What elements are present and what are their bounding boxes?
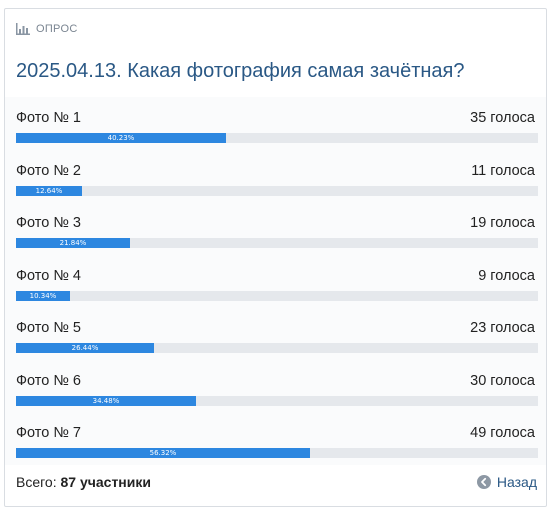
- poll-option-percent: 56.32%: [149, 449, 177, 457]
- poll-title: 2025.04.13. Какая фотография самая зачёт…: [16, 60, 465, 82]
- poll-option-name: Фото № 6: [16, 372, 81, 389]
- poll-option-bar-track: 26.44%: [16, 343, 538, 353]
- poll-footer: Всего: 87 участники Назад: [16, 474, 537, 490]
- poll-option-bar-track: 12.64%: [16, 185, 538, 196]
- poll-option-bar-fill: 56.32%: [16, 448, 310, 458]
- poll-option-bar-track: 21.84%: [16, 238, 538, 248]
- poll-option: Фото № 1 35 голоса 40.23%: [5, 97, 546, 150]
- poll-option-votes: 30 голоса: [470, 372, 535, 389]
- poll-option-bar-fill: 10.34%: [16, 290, 70, 301]
- poll-option-votes: 9 голоса: [478, 267, 535, 284]
- poll-option-name: Фото № 1: [16, 110, 81, 126]
- poll-option-header: Фото № 7 49 голоса: [16, 412, 535, 442]
- poll-option-percent: 34.48%: [92, 396, 120, 405]
- poll-option-name: Фото № 5: [16, 320, 81, 336]
- poll-option: Фото № 5 23 голоса 26.44%: [5, 307, 546, 360]
- poll-header: ОПРОС: [16, 23, 78, 35]
- poll-option-header: Фото № 2 11 голоса: [16, 150, 535, 180]
- poll-option-votes: 49 голоса: [470, 425, 535, 441]
- poll-option-name: Фото № 7: [16, 425, 81, 441]
- poll-option-name: Фото № 2: [16, 162, 81, 179]
- poll-option-name: Фото № 3: [16, 215, 81, 231]
- back-button[interactable]: Назад: [476, 474, 537, 490]
- poll-option-votes: 35 голоса: [470, 110, 535, 126]
- poll-option-votes: 19 голоса: [470, 215, 535, 231]
- poll-option-bar-fill: 21.84%: [16, 238, 130, 248]
- poll-widget: ОПРОС 2025.04.13. Какая фотография самая…: [4, 8, 547, 507]
- poll-option-percent: 12.64%: [35, 186, 63, 195]
- poll-option-bar-track: 56.32%: [16, 448, 538, 458]
- poll-option-bar-track: 10.34%: [16, 290, 538, 301]
- total-prefix: Всего:: [16, 474, 57, 490]
- poll-option-percent: 26.44%: [71, 344, 99, 352]
- poll-option-header: Фото № 5 23 голоса: [16, 307, 535, 337]
- poll-option-bar-fill: 40.23%: [16, 133, 226, 143]
- poll-option-bar-track: 34.48%: [16, 395, 538, 406]
- poll-option: Фото № 2 11 голоса 12.64%: [5, 150, 546, 203]
- poll-options: Фото № 1 35 голоса 40.23% Фото № 2 11 голоса…: [5, 97, 546, 465]
- total-value: 87 участники: [60, 474, 151, 490]
- back-label: Назад: [496, 474, 537, 490]
- poll-option-votes: 11 голоса: [471, 162, 535, 179]
- poll-option-percent: 40.23%: [107, 134, 135, 142]
- poll-option-header: Фото № 6 30 голоса: [16, 360, 535, 390]
- bar-chart-icon: [16, 23, 30, 35]
- poll-option-header: Фото № 4 9 голоса: [16, 255, 535, 285]
- total-participants: Всего: 87 участники: [16, 474, 151, 490]
- poll-option-votes: 23 голоса: [470, 320, 535, 336]
- poll-option-header: Фото № 1 35 голоса: [16, 97, 535, 127]
- poll-header-label: ОПРОС: [36, 23, 78, 35]
- poll-option: Фото № 7 49 голоса 56.32%: [5, 412, 546, 465]
- poll-option-bar-fill: 26.44%: [16, 343, 155, 353]
- poll-option: Фото № 6 30 голоса 34.48%: [5, 360, 546, 413]
- poll-option-header: Фото № 3 19 голоса: [16, 202, 535, 232]
- poll-option: Фото № 4 9 голоса 10.34%: [5, 255, 546, 308]
- poll-option-percent: 10.34%: [29, 291, 57, 300]
- poll-option-bar-track: 40.23%: [16, 133, 538, 143]
- poll-option: Фото № 3 19 голоса 21.84%: [5, 202, 546, 255]
- poll-option-bar-fill: 34.48%: [16, 395, 196, 406]
- arrow-left-circle-icon: [476, 475, 491, 489]
- poll-option-percent: 21.84%: [59, 239, 87, 247]
- poll-option-bar-fill: 12.64%: [16, 185, 82, 196]
- poll-option-name: Фото № 4: [16, 267, 81, 284]
